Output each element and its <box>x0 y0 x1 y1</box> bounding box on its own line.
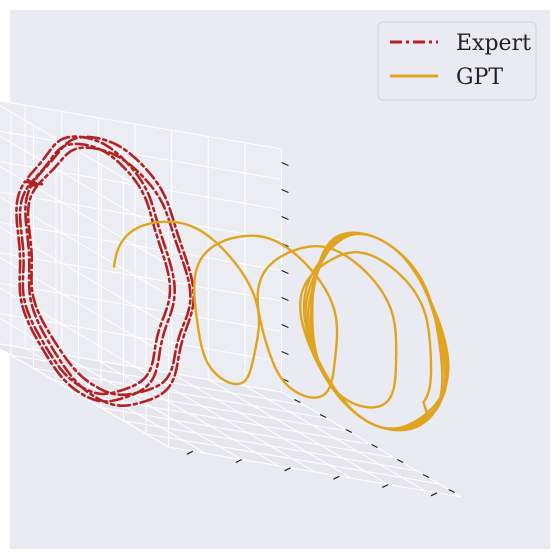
gridline-floor-x <box>10 354 305 406</box>
tick-x <box>422 473 430 479</box>
tick-y <box>284 467 291 472</box>
tick-x <box>294 398 301 404</box>
trajectory-curves <box>15 135 450 432</box>
tick-z <box>281 350 289 356</box>
gridline-floor-y <box>244 385 426 492</box>
tick-z <box>281 188 289 194</box>
tick-y <box>333 475 340 480</box>
tick-z <box>281 269 289 275</box>
tick-y <box>430 492 438 497</box>
tick-y <box>381 483 389 489</box>
legend-label-gpt: GPT <box>456 65 503 90</box>
gpt-trajectory <box>112 220 450 432</box>
tick-x <box>396 458 404 464</box>
gridline-right-z <box>0 100 282 150</box>
legend-label-expert: Expert <box>456 31 531 56</box>
tick-z <box>281 161 289 167</box>
gridline-right-z <box>0 130 282 180</box>
tick-z <box>281 296 289 302</box>
tick-z <box>281 323 289 329</box>
gridline-floor-y <box>134 366 316 473</box>
axis-ticks <box>186 161 455 497</box>
gridline-floor-y <box>207 379 389 485</box>
tick-y <box>186 450 194 455</box>
gridline-left-z <box>0 165 169 266</box>
gridline-left-z <box>0 196 169 296</box>
expert-trajectory <box>15 135 195 407</box>
tick-y <box>235 458 243 464</box>
gridline-floor-y <box>171 372 352 479</box>
tick-x <box>319 413 327 419</box>
grid-lines <box>0 100 462 498</box>
legend: Expert GPT <box>377 21 537 101</box>
tick-z <box>281 215 289 221</box>
tick-x <box>448 488 455 494</box>
gridline-left-z <box>0 135 169 235</box>
tick-x <box>345 428 353 434</box>
tick-x <box>371 443 378 449</box>
